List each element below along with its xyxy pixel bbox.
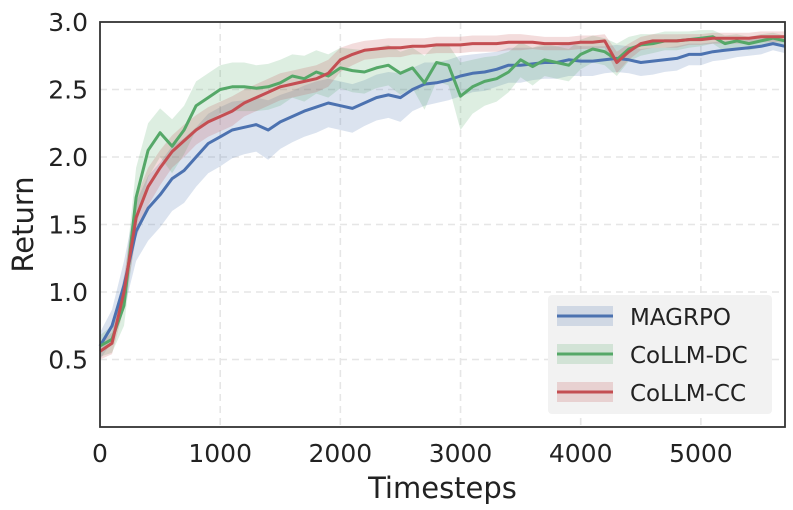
- x-tick-label: 5000: [669, 439, 733, 468]
- y-tick-label: 2.5: [48, 76, 88, 105]
- x-tick-label: 4000: [549, 439, 613, 468]
- legend: MAGRPO CoLLM-DC CoLLM-CC: [548, 295, 772, 414]
- legend-label-0: MAGRPO: [630, 305, 731, 331]
- line-series-0: [98, 42, 786, 347]
- x-axis-label: Timesteps: [367, 471, 517, 505]
- confidence-bands: [100, 30, 785, 360]
- y-axis-label: Return: [6, 176, 40, 272]
- line-series-2: [99, 35, 785, 353]
- x-tick-label: 1000: [188, 439, 252, 468]
- y-tick-label: 1.0: [48, 278, 88, 307]
- series-lines: [98, 35, 786, 353]
- x-tick-label: 0: [92, 439, 108, 468]
- x-tick-labels: 0 1000 2000 3000 4000 5000: [92, 439, 733, 468]
- y-tick-label: 0.5: [48, 346, 88, 375]
- y-tick-labels: 0.5 1.0 1.5 2.0 2.5 3.0: [48, 8, 88, 375]
- x-tick-label: 2000: [309, 439, 373, 468]
- legend-label-1: CoLLM-DC: [630, 343, 748, 369]
- y-tick-label: 3.0: [48, 8, 88, 37]
- x-tick-label: 3000: [429, 439, 493, 468]
- legend-label-2: CoLLM-CC: [630, 381, 746, 407]
- band-series-0: [100, 36, 785, 360]
- legend-box: [548, 295, 772, 414]
- y-tick-label: 2.0: [48, 143, 88, 172]
- y-tick-label: 1.5: [48, 211, 88, 240]
- plot-frame: [99, 21, 786, 428]
